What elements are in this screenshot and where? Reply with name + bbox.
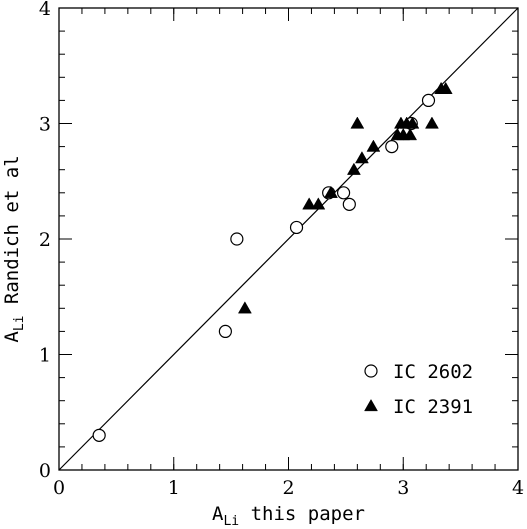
data-point-ic-2391	[350, 116, 365, 129]
legend-marker-ic-2391	[364, 398, 378, 412]
data-point-ic-2602	[92, 428, 106, 442]
data-point-ic-2602	[230, 232, 244, 246]
axis-label-subscript: Li	[223, 514, 239, 529]
legend: IC 2602 IC 2391	[364, 361, 473, 418]
data-point-ic-2391	[438, 81, 453, 94]
data-point-ic-2391	[355, 151, 369, 164]
y-axis-label: ALi Randich et al	[1, 155, 27, 342]
data-point-ic-2391	[237, 301, 252, 314]
axes: 0 1 2 3 4 0 1 2 3 4	[39, 0, 524, 499]
data-point-ic-2602	[289, 220, 304, 235]
y-tick-label: 3	[39, 114, 51, 136]
y-tick-label: 1	[39, 345, 51, 367]
data-point-ic-2391	[302, 197, 317, 210]
x-tick-label: 3	[397, 477, 409, 499]
data-point-ic-2602	[385, 140, 399, 154]
data-point-ic-2391	[366, 139, 381, 152]
y-tick-label: 4	[39, 0, 51, 20]
data-point-ic-2391	[425, 116, 439, 129]
y-tick-label: 2	[39, 229, 51, 251]
data-point-ic-2391	[346, 162, 361, 175]
legend-label-ic-2602: IC 2602	[393, 361, 473, 383]
data-point-ic-2391	[405, 116, 420, 129]
data-point-ic-2391	[324, 185, 338, 198]
data-point-ic-2602	[336, 186, 351, 200]
axis-label-rest: this paper	[239, 503, 365, 525]
x-tick-label: 0	[53, 477, 65, 499]
y-tick-label: 0	[39, 460, 51, 482]
data-point-ic-2602	[421, 93, 436, 108]
axis-label-subscript: Li	[12, 316, 27, 332]
legend-label-ic-2391: IC 2391	[393, 396, 473, 418]
data-point-ic-2391	[403, 128, 418, 141]
data-point-ic-2391	[311, 197, 326, 210]
x-tick-label: 4	[512, 477, 524, 499]
axis-label-base: A	[1, 331, 23, 343]
data-point-ic-2602	[218, 324, 232, 338]
x-tick-label: 2	[282, 477, 294, 499]
axis-label-base: A	[212, 503, 224, 525]
x-axis-label: ALi this paper	[212, 503, 365, 529]
data-points	[92, 81, 453, 442]
axis-label-rest: Randich et al	[1, 155, 23, 315]
legend-marker-ic-2602	[364, 364, 378, 378]
data-point-ic-2602	[342, 197, 356, 211]
x-tick-label: 1	[168, 477, 180, 499]
